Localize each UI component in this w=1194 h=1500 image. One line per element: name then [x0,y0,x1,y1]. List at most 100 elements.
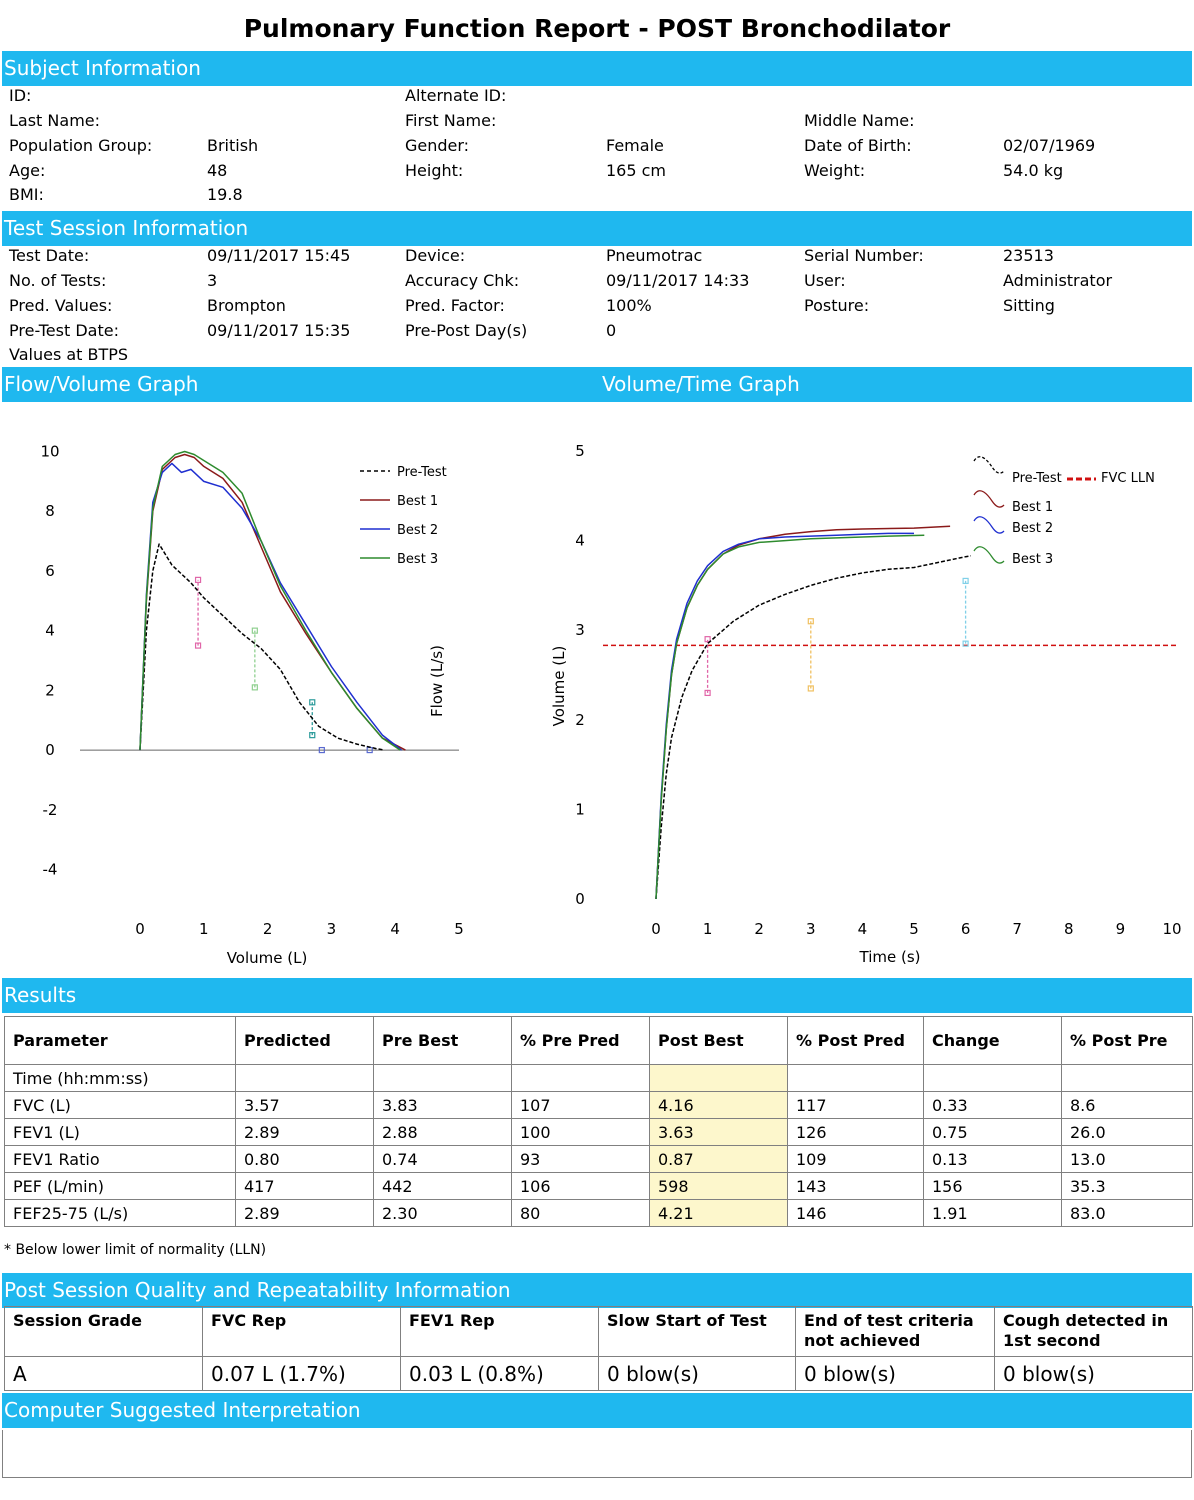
results-cell: 13.0 [1061,1145,1193,1173]
accuracy-check-value: 09/11/2017 14:33 [606,271,750,290]
fv-x-tick: 4 [390,920,400,938]
flow-volume-graph-title: Flow/Volume Graph [4,372,199,396]
fv-y-tick: -2 [43,801,58,819]
results-cell [923,1064,1062,1092]
fv-legend-best1: Best 1 [397,494,438,509]
vt-y-tick: 4 [575,532,585,550]
results-cell: 26.0 [1061,1118,1193,1146]
col-pct-post-pred: % Post Pred [787,1016,924,1065]
results-row: FVC (L) 3.57 3.83 107 4.16 117 0.33 8.6 [4,1091,1193,1119]
subject-info-header: Subject Information [2,51,1192,86]
vt-legend-pretest: Pre-Test [1012,471,1062,486]
results-cell [511,1064,650,1092]
posture-label: Posture: [804,296,870,315]
results-cell: 109 [787,1145,924,1173]
results-cell [235,1064,374,1092]
parameter-name: FEV1 Ratio [4,1145,236,1173]
vt-y-tick: 0 [575,890,585,908]
fv-legend-pretest: Pre-Test [397,465,447,480]
results-row: FEF25-75 (L/s) 2.89 2.30 80 4.21 146 1.91 83.0 [4,1199,1193,1227]
vt-series-best-3 [655,534,925,900]
first-name-label: First Name: [405,111,497,130]
col-session-grade: Session Grade [4,1306,203,1357]
graphs-header: Flow/Volume Graph Volume/Time Graph [2,367,1192,402]
col-slow-start: Slow Start of Test [598,1306,796,1357]
test-date-label: Test Date: [9,246,90,265]
fvc-rep-value: 0.07 L (1.7%) [202,1356,401,1391]
results-cell: 3.63 [649,1118,788,1146]
report-title: Pulmonary Function Report - POST Broncho… [243,14,951,43]
results-cell: 126 [787,1118,924,1146]
results-cell: 80 [511,1199,650,1227]
fv-y-tick: 2 [45,681,55,699]
bmi-label: BMI: [9,185,44,204]
cough-detected-value: 0 blow(s) [994,1356,1193,1391]
pred-factor-label: Pred. Factor: [405,296,505,315]
vt-y-tick: 2 [575,711,585,729]
vt-y-tick: 3 [575,621,585,639]
prepost-days-label: Pre-Post Day(s) [405,321,528,340]
weight-value: 54.0 kg [1003,161,1064,180]
results-cell: 0.74 [373,1145,512,1173]
population-group-label: Population Group: [9,136,153,155]
col-change: Change [923,1016,1062,1065]
user-value: Administrator [1003,271,1113,290]
middle-name-label: Middle Name: [804,111,915,130]
results-cell: 0.87 [649,1145,788,1173]
col-pre-best: Pre Best [373,1016,512,1065]
device-label: Device: [405,246,466,265]
vt-legend-best3: Best 3 [1012,552,1053,567]
vt-y-axis-label: Volume (L) [550,646,568,727]
results-cell: 100 [511,1118,650,1146]
device-value: Pneumotrac [606,246,703,265]
vt-x-tick: 3 [806,920,816,938]
fv-error-bar [194,576,202,649]
parameter-name: FVC (L) [4,1091,236,1119]
vt-x-tick: 5 [909,920,919,938]
vt-legend-best2: Best 2 [1012,521,1053,536]
last-name-label: Last Name: [9,111,101,130]
col-parameter: Parameter [4,1016,236,1065]
results-cell [649,1064,788,1092]
parameter-name: PEF (L/min) [4,1172,236,1200]
results-cell: 598 [649,1172,788,1200]
fv-series-best-1 [139,453,406,751]
parameter-name: FEV1 (L) [4,1118,236,1146]
fv-y-tick: 0 [45,741,55,759]
serial-number-value: 23513 [1003,246,1054,265]
test-date-value: 09/11/2017 15:45 [207,246,351,265]
pretest-date-value: 09/11/2017 15:35 [207,321,351,340]
vt-x-axis-label: Time (s) [859,948,921,966]
col-pct-pre-pred: % Pre Pred [511,1016,650,1065]
dob-value: 02/07/1969 [1003,136,1096,155]
fv-y-tick: -4 [43,861,58,879]
results-cell: 3.83 [373,1091,512,1119]
fv-series-best-2 [139,462,403,751]
vt-series-best-2 [655,532,914,900]
prepost-days-value: 0 [606,321,617,340]
results-cell: 4.16 [649,1091,788,1119]
results-cell: 156 [923,1172,1062,1200]
pred-values-value: Brompton [207,296,286,315]
results-cell: 0.33 [923,1091,1062,1119]
results-table: Parameter Predicted Pre Best % Pre Pred … [4,1016,1193,1227]
fv-y-tick: 10 [40,443,59,461]
fv-series-best-3 [139,450,401,751]
fv-series-pre-test [139,543,385,751]
pred-values-label: Pred. Values: [9,296,113,315]
session-grade-value: A [4,1356,203,1391]
quality-header-row: Session Grade FVC Rep FEV1 Rep Slow Star… [4,1306,1193,1357]
fv-x-tick: 3 [327,920,337,938]
results-row: Time (hh:mm:ss) [4,1064,1193,1092]
fv-x-tick: 0 [135,920,145,938]
results-row: PEF (L/min) 417 442 106 598 143 156 35.3 [4,1172,1193,1200]
fv-y-tick: 6 [45,562,55,580]
results-cell: 107 [511,1091,650,1119]
height-label: Height: [405,161,464,180]
num-tests-value: 3 [207,271,218,290]
num-tests-label: No. of Tests: [9,271,107,290]
results-cell: 2.30 [373,1199,512,1227]
interpretation-header: Computer Suggested Interpretation [2,1393,1192,1428]
